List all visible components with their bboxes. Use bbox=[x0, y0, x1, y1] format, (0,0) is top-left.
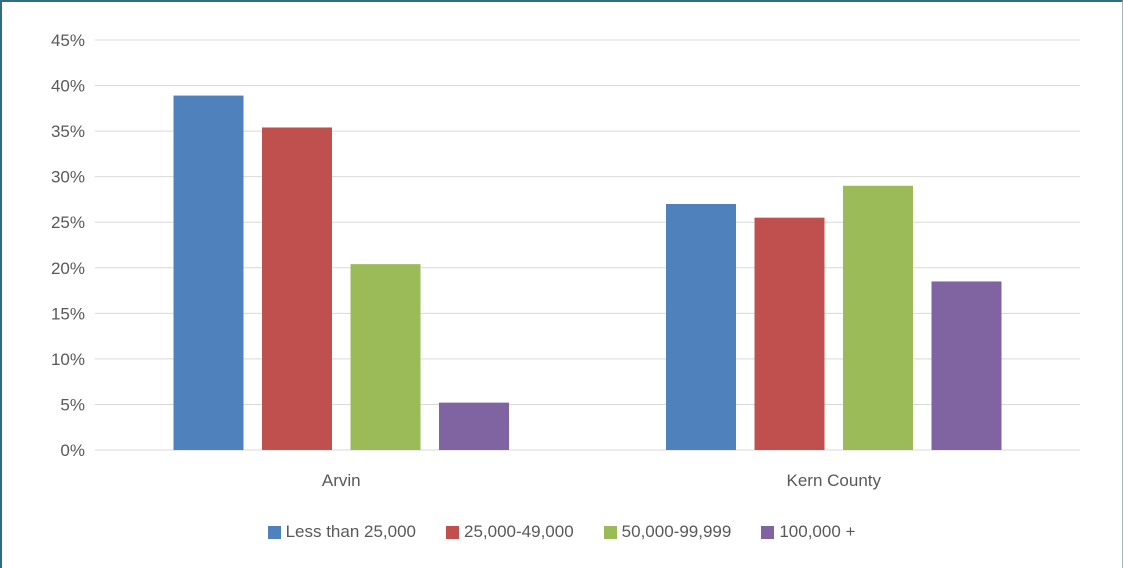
bar bbox=[262, 127, 332, 450]
legend-swatch bbox=[603, 525, 617, 539]
y-tick-label: 0% bbox=[60, 441, 85, 460]
y-tick-label: 5% bbox=[60, 395, 85, 414]
bar bbox=[173, 95, 244, 451]
y-tick-label: 40% bbox=[51, 77, 85, 96]
bar bbox=[439, 402, 509, 450]
legend-item: 25,000-49,000 bbox=[446, 522, 574, 542]
y-tick-label: 35% bbox=[51, 122, 85, 141]
bars bbox=[173, 95, 1002, 451]
legend-item: 100,000 + bbox=[761, 522, 855, 542]
legend-label: 25,000-49,000 bbox=[464, 522, 574, 541]
legend-item: Less than 25,000 bbox=[267, 522, 417, 542]
bar bbox=[754, 217, 825, 450]
legend-swatch bbox=[267, 525, 281, 539]
legend-label: 100,000 + bbox=[779, 522, 856, 541]
gridlines bbox=[95, 39, 1080, 451]
y-tick-label: 30% bbox=[51, 168, 85, 187]
legend-item: 50,000-99,999 bbox=[603, 522, 732, 542]
y-tick-label: 20% bbox=[51, 259, 85, 278]
y-tick-label: 25% bbox=[51, 213, 85, 232]
y-tick-label: 45% bbox=[51, 31, 85, 50]
bar bbox=[843, 185, 913, 450]
legend-swatch bbox=[761, 525, 775, 539]
legend-label: Less than 25,000 bbox=[285, 522, 417, 541]
y-tick-label: 15% bbox=[51, 304, 85, 323]
x-axis-category-labels: Arvin Kern County bbox=[322, 471, 882, 490]
legend-swatch bbox=[446, 525, 460, 539]
x-category-label: Arvin bbox=[322, 471, 361, 490]
y-axis-tick-labels: 0% 5% 10% 15% 20% 25% 30% 35% 40% 45% bbox=[51, 31, 85, 460]
legend: Less than 25,000 25,000-49,000 50,000-99,9… bbox=[0, 522, 1123, 542]
legend-label: 50,000-99,999 bbox=[621, 522, 732, 541]
bar bbox=[350, 264, 421, 450]
x-category-label: Kern County bbox=[787, 471, 882, 490]
y-tick-label: 10% bbox=[51, 350, 85, 369]
bar bbox=[931, 281, 1002, 450]
bar bbox=[666, 204, 736, 450]
